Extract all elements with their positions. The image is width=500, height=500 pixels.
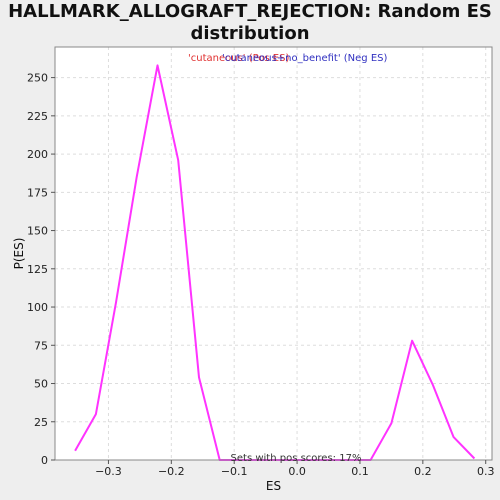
- x-tick-label: −0.3: [95, 465, 122, 478]
- x-tick-label: 0.0: [288, 465, 306, 478]
- y-tick-label: 225: [27, 110, 48, 123]
- chart-title: HALLMARK_ALLOGRAFT_REJECTION: Random ES d…: [0, 1, 500, 45]
- x-tick-label: −0.1: [221, 465, 248, 478]
- x-tick-label: −0.2: [158, 465, 185, 478]
- x-tick-label: 0.3: [477, 465, 495, 478]
- plot-frame: [54, 46, 493, 461]
- pos-scores-annotation: Sets with pos scores: 17%: [231, 453, 362, 464]
- axis-ticks: −0.3 −0.2 −0.1 0.0 0.1 0.2 0.3 0 25 50 75 100 125 150…: [27, 72, 494, 478]
- x-tick-label: 0.2: [414, 465, 432, 478]
- y-axis-label: P(ES): [12, 238, 26, 270]
- x-tick-label: 0.1: [351, 465, 369, 478]
- y-tick-label: 25: [34, 416, 48, 429]
- legend-entry: 'cutaneous+no_benefit' (Neg ES): [222, 53, 387, 64]
- y-tick-label: 175: [27, 186, 48, 199]
- y-tick-label: 250: [27, 72, 48, 85]
- y-tick-label: 75: [34, 339, 48, 352]
- y-tick-label: 200: [27, 148, 48, 161]
- chart-title-line-2: distribution: [190, 23, 310, 44]
- legend-entry: 'cutaneous' (Pos ES): [188, 53, 289, 64]
- x-axis-label: ES: [266, 479, 281, 493]
- y-tick-label: 125: [27, 263, 48, 276]
- chart-title-line-1: HALLMARK_ALLOGRAFT_REJECTION: Random ES: [8, 1, 492, 22]
- plot-area: [55, 47, 492, 460]
- legend: 'cutaneous' (Pos ES)'cutaneous+no_benefi…: [188, 53, 387, 64]
- y-tick-label: 100: [27, 301, 48, 314]
- y-tick-label: 0: [41, 454, 48, 467]
- y-tick-label: 50: [34, 378, 48, 391]
- y-tick-label: 150: [27, 225, 48, 238]
